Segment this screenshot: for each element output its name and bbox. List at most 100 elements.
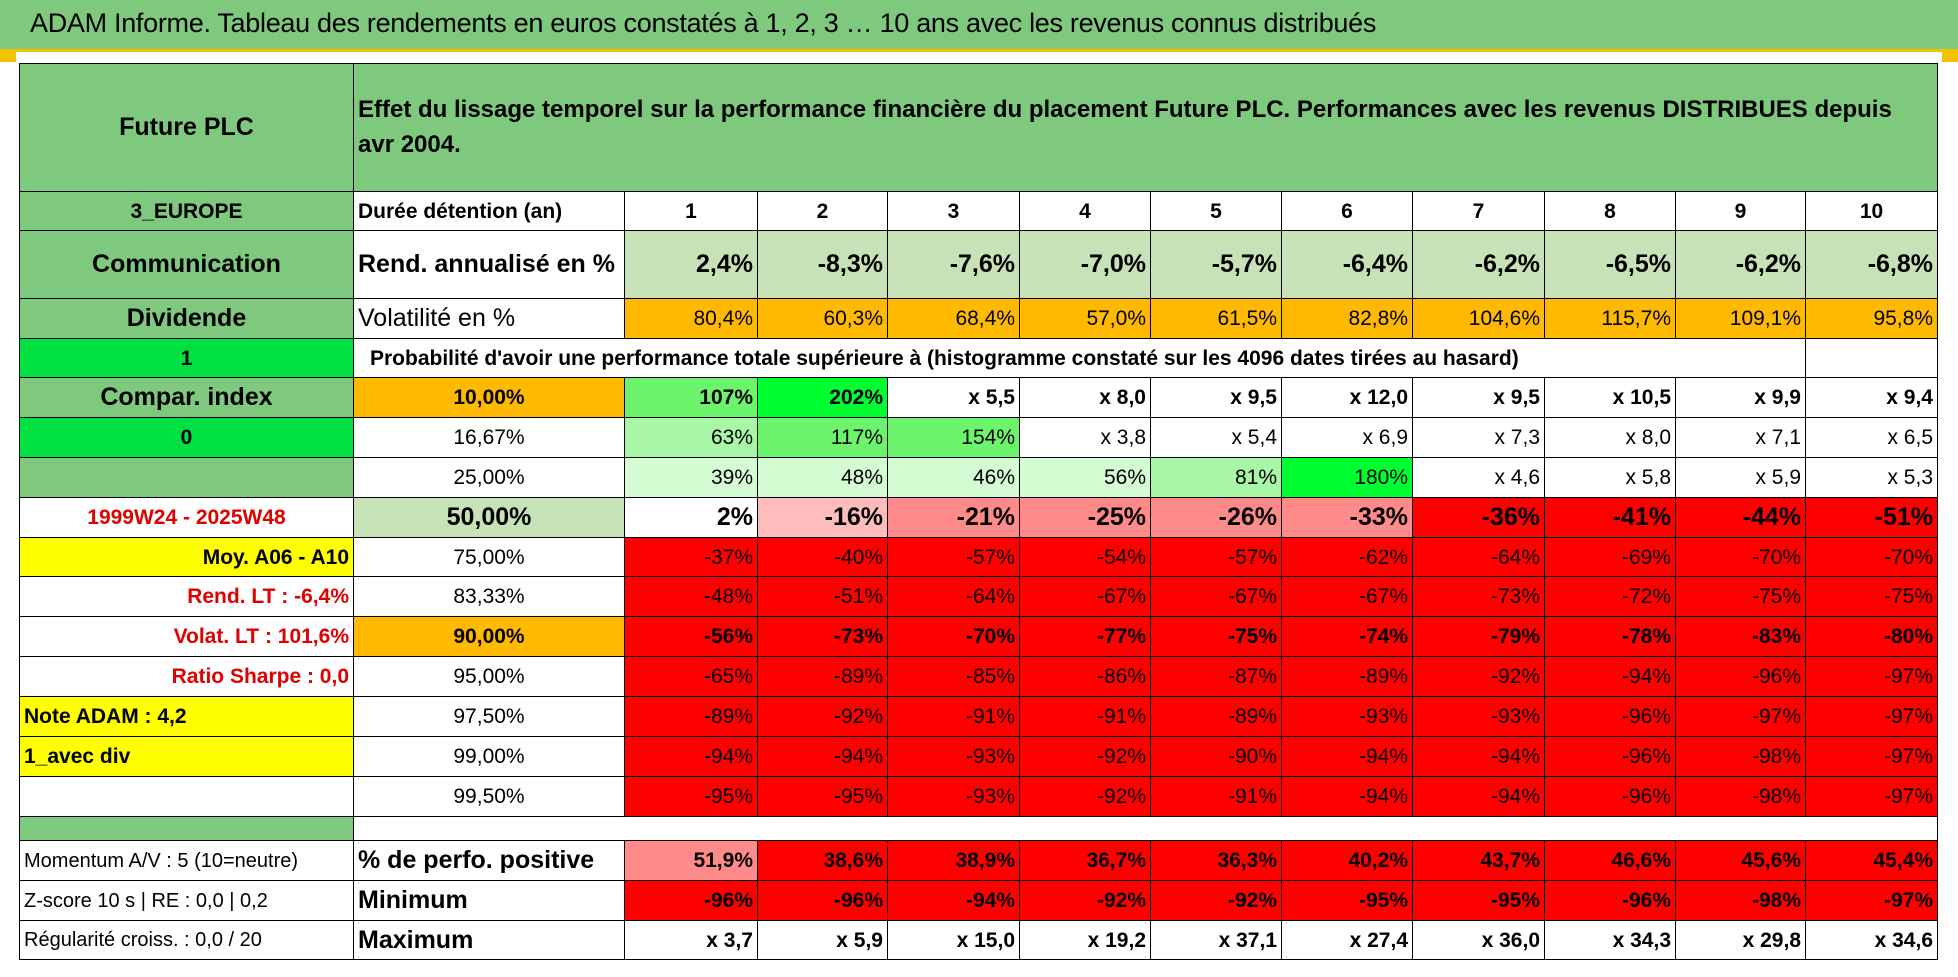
duree-label: Durée détention (an) [353,191,625,231]
year-header: 3 [887,191,1020,231]
quantile-value: -64% [887,576,1020,617]
quantile-value: -57% [1150,537,1282,577]
min-value: -98% [1675,880,1806,921]
flag-cell-1[interactable]: 1 [19,338,354,378]
quantile-value: -72% [1544,576,1676,617]
rend-value: -6,5% [1544,230,1676,299]
quantile-value: -73% [757,616,888,657]
pos-value: 40,2% [1281,840,1413,881]
median-value: -26% [1150,497,1282,538]
vol-value: 82,8% [1281,298,1413,339]
empty-cell [19,776,354,817]
quantile-value: 107% [624,377,758,418]
rend-label: Rend. annualisé en % [353,230,625,299]
quantile-value: x 3,8 [1019,417,1151,458]
max-value: x 34,3 [1544,920,1676,960]
period-cell: 1999W24 - 2025W48 [19,497,354,538]
quantile-value: -70% [1675,537,1806,577]
pos-value: 46,6% [1544,840,1676,881]
max-value: x 15,0 [887,920,1020,960]
quantile-label: 16,67% [353,417,625,458]
rend-value: 2,4% [624,230,758,299]
vol-value: 115,7% [1544,298,1676,339]
quantile-value: x 9,5 [1412,377,1545,418]
max-value: x 36,0 [1412,920,1545,960]
quantile-value: x 7,1 [1675,417,1806,458]
min-value: -95% [1412,880,1545,921]
quantile-value: 63% [624,417,758,458]
vol-value: 57,0% [1019,298,1151,339]
vol-value: 109,1% [1675,298,1806,339]
year-header: 4 [1019,191,1151,231]
income-cell: Dividende [19,298,354,339]
median-value: 2% [624,497,758,538]
fund-name-cell: Future PLC [19,63,354,192]
quantile-value: -94% [1281,736,1413,777]
quantile-value: x 10,5 [1544,377,1676,418]
compar-index-cell: Compar. index [19,377,354,418]
max-label: Maximum [353,920,625,960]
vol-value: 80,4% [624,298,758,339]
quantile-value: -94% [757,736,888,777]
quantile-value: x 9,5 [1150,377,1282,418]
quantile-value: -73% [1412,576,1545,617]
year-header: 10 [1805,191,1938,231]
quantile-label: 25,00% [353,457,625,498]
quantile-value: -89% [1150,696,1282,737]
quantile-value: x 12,0 [1281,377,1413,418]
min-value: -96% [1544,880,1676,921]
zscore-cell: Z-score 10 s | RE : 0,0 | 0,2 [19,880,354,921]
quantile-label: 75,00% [353,537,625,577]
quantile-label: 95,00% [353,656,625,697]
quantile-value: -89% [757,656,888,697]
quantile-label-median: 50,00% [353,497,625,538]
quantile-value: x 9,9 [1675,377,1806,418]
year-header: 6 [1281,191,1413,231]
quantile-value: -65% [624,656,758,697]
rend-value: -6,2% [1412,230,1545,299]
max-value: x 19,2 [1019,920,1151,960]
pos-value: 45,4% [1805,840,1938,881]
rend-value: -5,7% [1150,230,1282,299]
pos-value: 51,9% [624,840,758,881]
max-value: x 27,4 [1281,920,1413,960]
quantile-label: 90,00% [353,616,625,657]
rend-value: -7,0% [1019,230,1151,299]
quantile-value: -96% [1544,696,1676,737]
quantile-value: x 4,6 [1412,457,1545,498]
sector-cell: Communication [19,230,354,299]
quantile-value: -87% [1150,656,1282,697]
flag-cell-0[interactable]: 0 [19,417,354,458]
year-header: 9 [1675,191,1806,231]
quantile-value: -75% [1150,616,1282,657]
rend-value: -6,4% [1281,230,1413,299]
quantile-value: -94% [1281,776,1413,817]
quantile-value: -92% [1019,776,1151,817]
vol-value: 95,8% [1805,298,1938,339]
quantile-value: -62% [1281,537,1413,577]
momentum-cell: Momentum A/V : 5 (10=neutre) [19,840,354,881]
max-value: x 29,8 [1675,920,1806,960]
quantile-value: -97% [1675,696,1806,737]
quantile-label: 10,00% [353,377,625,418]
pos-value: 36,7% [1019,840,1151,881]
quantile-value: -69% [1544,537,1676,577]
quantile-value: -95% [624,776,758,817]
report-title: ADAM Informe. Tableau des rendements en … [30,8,1377,38]
median-value: -16% [757,497,888,538]
quantile-value: -97% [1805,656,1938,697]
quantile-value: -64% [1412,537,1545,577]
rend-value: -6,2% [1675,230,1806,299]
quantile-value: x 7,3 [1412,417,1545,458]
quantile-value: -96% [1544,736,1676,777]
quantile-label: 83,33% [353,576,625,617]
quantile-value: 56% [1019,457,1151,498]
quantile-value: 180% [1281,457,1413,498]
rend-lt-cell: Rend. LT : -6,4% [19,576,354,617]
volat-lt-cell: Volat. LT : 101,6% [19,616,354,657]
quantile-value: 39% [624,457,758,498]
min-value: -92% [1019,880,1151,921]
year-header: 2 [757,191,888,231]
vol-value: 60,3% [757,298,888,339]
median-value: -33% [1281,497,1413,538]
